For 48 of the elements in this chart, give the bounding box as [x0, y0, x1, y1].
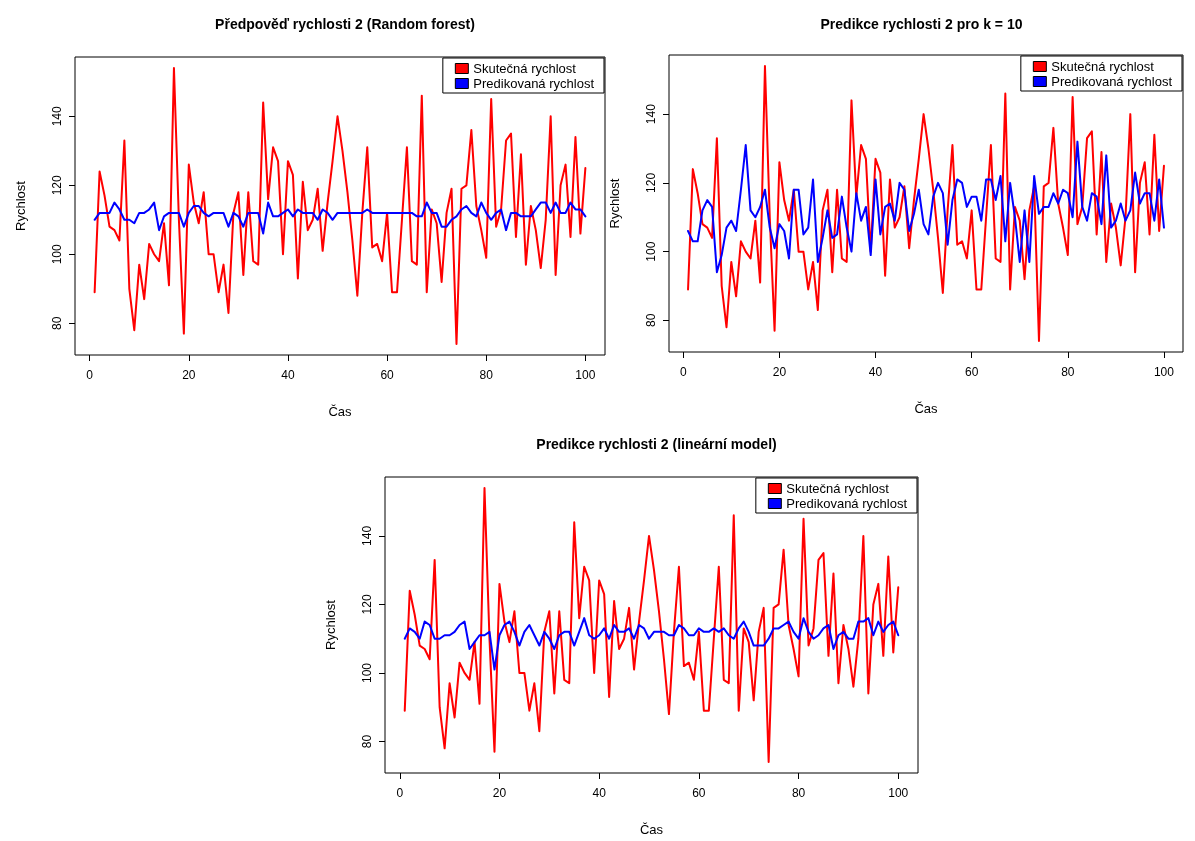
x-tick-label: 80	[1061, 365, 1075, 379]
chart-title: Predikce rychlosti 2 (lineární model)	[536, 436, 777, 452]
x-tick-label: 20	[772, 365, 787, 379]
legend-label: Predikovaná rychlost	[1051, 74, 1173, 89]
x-tick-label: 100	[888, 786, 909, 800]
y-tick-label: 80	[360, 734, 374, 749]
y-axis-title: Rychlost	[13, 180, 28, 231]
x-axis-title: Čas	[328, 404, 353, 419]
x-tick-label: 80	[791, 786, 806, 800]
legend-label: Predikovaná rychlost	[473, 76, 595, 91]
x-tick-label: 40	[868, 365, 883, 379]
chart-title: Předpověď rychlosti 2 (Random forest)	[215, 16, 475, 32]
y-tick-label: 100	[360, 662, 374, 683]
y-axis-title: Rychlost	[323, 599, 338, 650]
y-tick-label: 100	[50, 243, 64, 265]
x-axis-title: Čas	[914, 401, 939, 416]
y-tick-label: 100	[644, 241, 658, 262]
y-axis-title: Rychlost	[607, 178, 622, 229]
x-tick-label: 0	[396, 786, 404, 800]
legend-label: Skutečná rychlost	[1051, 59, 1155, 74]
x-tick-label: 40	[281, 368, 295, 382]
y-tick-label: 120	[644, 172, 658, 193]
y-tick-label: 140	[644, 103, 658, 125]
y-tick-label: 80	[644, 313, 658, 328]
x-tick-label: 40	[592, 786, 607, 800]
y-tick-label: 140	[50, 105, 64, 127]
x-tick-label: 100	[1153, 365, 1175, 379]
y-tick-label: 80	[50, 316, 64, 330]
x-tick-label: 20	[182, 368, 196, 382]
x-axis-title: Čas	[639, 822, 664, 837]
x-tick-label: 60	[964, 365, 979, 379]
line-series	[93, 201, 587, 235]
x-tick-label: 60	[380, 368, 395, 382]
line-series	[403, 617, 900, 671]
y-tick-label: 120	[360, 594, 374, 615]
legend-label: Skutečná rychlost	[786, 481, 890, 496]
legend-label: Predikovaná rychlost	[786, 496, 908, 511]
y-tick-label: 120	[50, 174, 64, 196]
x-tick-label: 80	[479, 368, 494, 382]
legend-label: Skutečná rychlost	[473, 61, 577, 76]
line-series	[687, 140, 1165, 274]
chart-title: Predikce rychlosti 2 pro k = 10	[820, 16, 1023, 32]
x-tick-label: 20	[492, 786, 507, 800]
x-tick-label: 60	[692, 786, 706, 800]
x-tick-label: 0	[86, 368, 94, 382]
y-tick-label: 140	[360, 525, 374, 546]
x-tick-label: 100	[575, 368, 596, 382]
x-tick-label: 0	[679, 365, 687, 379]
